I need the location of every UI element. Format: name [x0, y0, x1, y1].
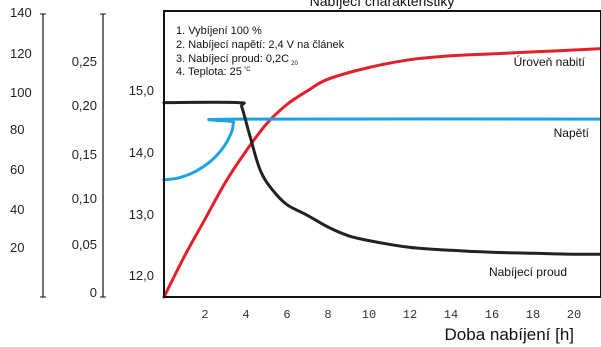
x-tick-6: 6 [283, 308, 290, 322]
x-tick-14: 14 [444, 308, 458, 322]
left-inner-tick-12,0: 12,0 [129, 268, 154, 283]
x-tick-8: 8 [324, 308, 331, 322]
note-4-text: 4. Teplota: 25 [176, 66, 242, 78]
left-outer-tick-labels: 140 120 100 80 60 40 20 [10, 5, 32, 255]
left-middle-tick-0: 0 [90, 285, 97, 300]
left-outer-tick-100: 100 [10, 85, 32, 100]
plot-frame [163, 10, 601, 298]
x-tick-10: 10 [362, 308, 376, 322]
left-inner-tick-15,0: 15,0 [129, 83, 154, 98]
x-tick-4: 4 [242, 308, 249, 322]
left-outer-tick-60: 60 [10, 162, 24, 177]
left-inner-tick-13,0: 13,0 [129, 207, 154, 222]
note-4: 4. Teplota: 25 °C [176, 66, 251, 78]
left-outer-tick-120: 120 [10, 46, 32, 61]
left-outer-tick-20: 20 [10, 240, 24, 255]
series-line-voltage [162, 117, 601, 182]
series-label-charge-level: Úroveň nabití [514, 54, 586, 69]
left-middle-tick-0,05: 0,05 [72, 237, 97, 252]
chart-title: Nabíjecí charakteristiky [310, 0, 455, 9]
series-label-voltage: Napětí [554, 126, 590, 140]
left-inner-tick-labels: 15,0 14,0 13,0 12,0 [129, 83, 154, 283]
left-middle-tick-0,20: 0,20 [72, 98, 97, 113]
left-outer-tick-140: 140 [10, 5, 32, 20]
left-middle-tick-0,10: 0,10 [72, 191, 97, 206]
note-2: 2. Nabíjecí napětí: 2,4 V na článek [176, 39, 345, 51]
left-outer-tick-40: 40 [10, 202, 24, 217]
left-middle-tick-0,15: 0,15 [72, 147, 97, 162]
note-3-text: 3. Nabíjecí proud: 0,2C [176, 53, 289, 65]
note-1: 1. Vybíjení 100 % [176, 25, 262, 37]
note-3: 3. Nabíjecí proud: 0,2C 20 [176, 53, 298, 67]
left-middle-tick-0,25: 0,25 [72, 54, 97, 69]
axis-left-middle-ticks [100, 13, 106, 298]
left-outer-tick-80: 80 [10, 122, 24, 137]
axis-left-outer-ticks [40, 13, 46, 298]
left-middle-tick-labels: 0,25 0,20 0,15 0,10 0,05 0 [72, 54, 97, 300]
x-tick-20: 20 [567, 308, 581, 322]
series-label-current: Nabíjecí proud [489, 265, 567, 279]
series-line-current [162, 100, 601, 256]
x-tick-18: 18 [526, 308, 540, 322]
note-3-subscript: 20 [291, 61, 298, 67]
x-tick-labels: 2 4 6 8 10 12 14 16 18 20 [201, 308, 581, 322]
series-line-charge-level [162, 47, 601, 299]
x-tick-2: 2 [201, 308, 208, 322]
left-inner-tick-14,0: 14,0 [129, 145, 154, 160]
x-tick-16: 16 [485, 308, 499, 322]
curves-layer [162, 47, 601, 299]
note-4-superscript: °C [244, 67, 251, 73]
x-axis-title: Doba nabíjení [h] [445, 325, 574, 344]
x-tick-12: 12 [403, 308, 417, 322]
condition-notes: 1. Vybíjení 100 % 2. Nabíjecí napětí: 2,… [176, 25, 345, 78]
